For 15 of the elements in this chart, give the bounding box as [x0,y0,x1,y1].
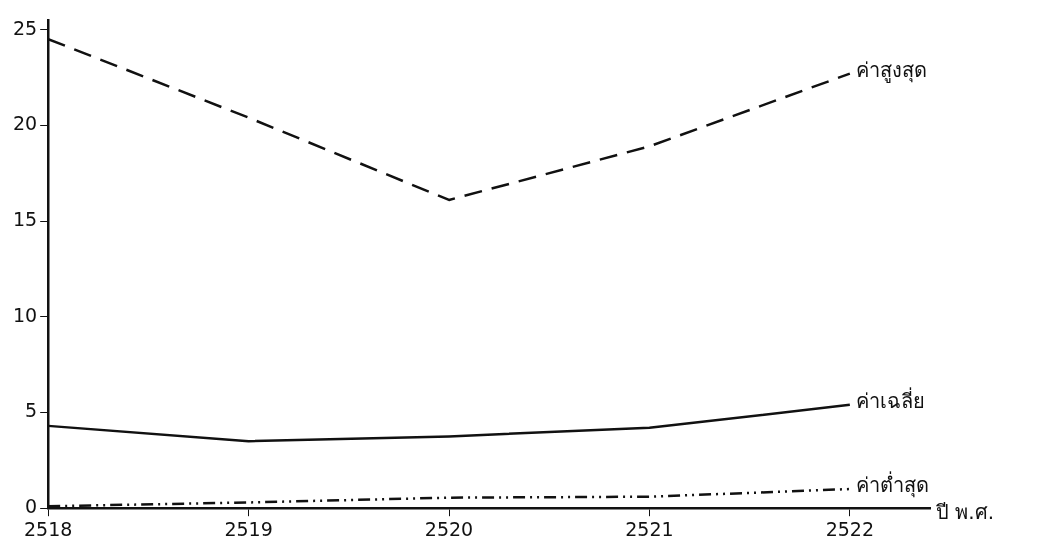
y-tick-label: 15 [12,207,38,230]
series-label: ค่าสูงสุด [855,57,927,83]
series-label: ค่าเฉลี่ย [855,387,925,414]
y-tick-label: 25 [12,16,38,39]
y-tick-label: 0 [25,495,38,518]
y-tick-label: 10 [12,303,38,326]
x-tick-label: 2518 [24,517,73,540]
x-tick-label: 2519 [224,517,273,540]
x-tick-label: 2521 [625,517,674,540]
y-tick-label: 5 [25,399,38,422]
series-label: ค่าต่ำสุด [855,471,929,499]
x-tick-label: 2520 [424,517,474,540]
y-tick-label: 20 [12,112,38,135]
x-tick-label: 2522 [825,517,875,540]
x-axis-title: ปี พ.ศ. [936,500,995,525]
